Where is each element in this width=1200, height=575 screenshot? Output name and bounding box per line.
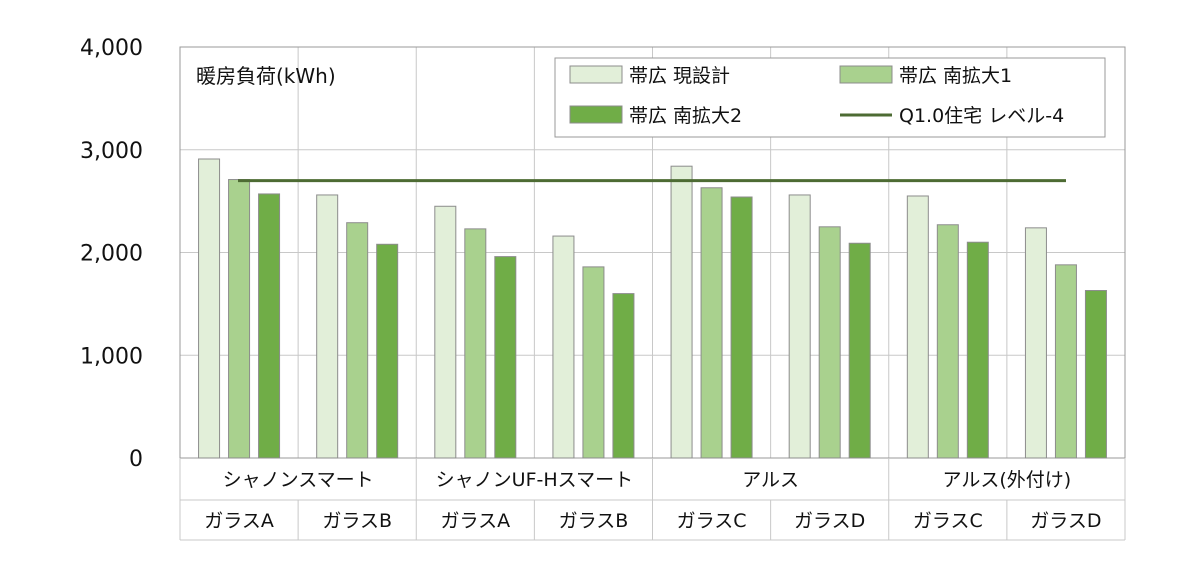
bar xyxy=(612,293,635,459)
bar xyxy=(464,228,487,459)
group-label: シャノンスマート xyxy=(223,469,374,491)
bar xyxy=(552,235,575,459)
bar xyxy=(494,256,517,459)
category-label: ガラスA xyxy=(441,510,511,532)
legend-label: 帯広 現設計 xyxy=(629,65,730,87)
bar xyxy=(434,205,457,459)
bar xyxy=(730,196,753,459)
legend-swatch xyxy=(569,105,623,124)
group-label: アルス(外付け) xyxy=(943,469,1072,491)
legend-swatch xyxy=(569,65,623,84)
bar xyxy=(788,194,811,459)
category-label: ガラスB xyxy=(559,510,629,532)
legend-box xyxy=(554,57,1106,138)
bar xyxy=(228,179,251,459)
bar xyxy=(700,187,723,459)
bar xyxy=(670,165,693,459)
y-tick-label: 0 xyxy=(129,447,143,472)
category-label: ガラスD xyxy=(1030,510,1101,532)
bar xyxy=(848,242,871,459)
bar xyxy=(376,243,399,459)
y-tick-label: 3,000 xyxy=(80,139,143,164)
legend-swatch xyxy=(839,65,893,84)
legend-label: 帯広 南拡大2 xyxy=(629,105,742,127)
y-axis-ticks: 0 1,000 2,000 3,000 4,000 xyxy=(80,36,143,472)
bar xyxy=(818,226,841,459)
legend-label: Q1.0住宅 レベル-4 xyxy=(899,105,1064,127)
bar xyxy=(346,222,369,459)
bars xyxy=(198,158,1107,459)
category-label: ガラスD xyxy=(794,510,865,532)
bar xyxy=(198,158,221,459)
y-tick-label: 1,000 xyxy=(80,344,143,369)
group-label: シャノンUF-Hスマート xyxy=(436,469,633,491)
bar xyxy=(582,266,605,459)
legend: 帯広 現設計 帯広 南拡大1 帯広 南拡大2 Q1.0住宅 レベル-4 xyxy=(554,57,1106,138)
group-label: アルス xyxy=(742,469,799,491)
bar xyxy=(1084,290,1107,459)
category-label: ガラスA xyxy=(204,510,274,532)
bar xyxy=(316,194,339,459)
bar xyxy=(1024,227,1047,459)
bar xyxy=(258,193,281,459)
bar xyxy=(906,195,929,459)
bar xyxy=(1054,264,1077,459)
category-label: ガラスC xyxy=(913,510,983,532)
y-tick-label: 4,000 xyxy=(80,36,143,61)
category-table: シャノンスマート シャノンUF-Hスマート アルス アルス(外付け) ガラスA ガラスB ガ… xyxy=(179,458,1126,541)
bar xyxy=(966,241,989,459)
category-label: ガラスB xyxy=(322,510,392,532)
category-label: ガラスC xyxy=(677,510,747,532)
y-axis-title: 暖房負荷(kWh) xyxy=(196,64,336,88)
bar xyxy=(936,224,959,459)
legend-label: 帯広 南拡大1 xyxy=(899,65,1012,87)
y-tick-label: 2,000 xyxy=(80,242,143,267)
